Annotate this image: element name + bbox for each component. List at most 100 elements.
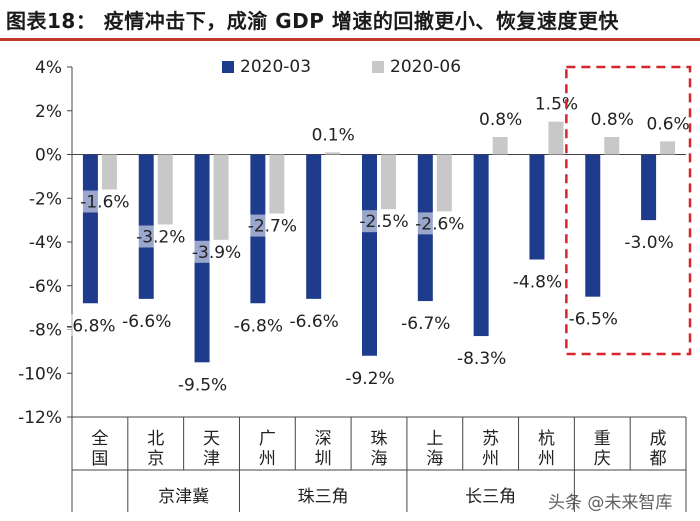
y-tick-label: -8% [29, 321, 62, 341]
category-label-9-0: 重 [594, 429, 611, 449]
data-label-2020-06-7-bg [478, 108, 524, 130]
data-label-2020-03-2: -9.5% [178, 375, 227, 395]
data-label-2020-03-3: -6.8% [234, 316, 283, 336]
data-label-2020-06-10-bg [645, 112, 691, 135]
data-label-2020-03-0-bg [63, 314, 119, 337]
data-label-2020-06-10: 0.6% [646, 114, 689, 134]
data-label-2020-06-2-bg [189, 240, 245, 263]
bar-2020-06-5 [381, 154, 396, 210]
bar-2020-03-4 [306, 154, 322, 299]
data-label-2020-06-0: -1.6% [80, 193, 129, 213]
data-label-2020-06-4-bg [310, 123, 356, 146]
data-label-2020-06-4: 0.1% [312, 125, 355, 145]
category-label-7-0: 苏 [482, 429, 499, 449]
y-tick-label: -2% [29, 189, 62, 209]
bar-2020-06-3 [269, 154, 285, 214]
bar-2020-06-4 [325, 152, 341, 155]
category-label-5-1: 海 [371, 449, 388, 469]
category-label-5-0: 珠 [371, 429, 388, 449]
data-label-2020-03-9: -6.5% [569, 310, 618, 330]
bar-2020-03-5 [362, 154, 377, 356]
bar-2020-06-8 [548, 121, 564, 155]
data-label-2020-03-4: -6.6% [290, 312, 339, 332]
data-label-2020-03-6-bg [398, 312, 454, 335]
data-label-2020-03-5-bg [342, 366, 398, 389]
category-label-4-1: 圳 [315, 449, 332, 469]
data-label-2020-06-9-bg [589, 108, 635, 130]
group-label-0: 京津冀 [158, 487, 209, 507]
data-label-2020-03-6: -6.7% [401, 314, 450, 334]
data-label-2020-03-9-bg [565, 307, 621, 330]
bar-2020-03-9 [585, 154, 601, 297]
page-title: 图表18： 疫情冲击下，成渝 GDP 增速的回撤更小、恢复速度更快 [6, 9, 619, 33]
data-label-2020-03-1: -6.6% [122, 312, 171, 332]
data-label-2020-03-7-bg [454, 347, 510, 370]
legend-swatch-2020-03 [222, 61, 234, 73]
category-label-3-1: 州 [259, 449, 276, 469]
data-label-2020-03-8: -4.8% [513, 273, 562, 293]
watermark-text: 头条 @未来智库 [548, 493, 673, 513]
data-label-2020-06-2: -3.9% [192, 243, 241, 263]
title-underline [0, 38, 700, 41]
data-label-2020-03-2-bg [175, 373, 231, 396]
data-label-2020-06-8: 1.5% [535, 95, 578, 115]
category-label-0-0: 全 [91, 429, 108, 449]
bar-2020-06-7 [492, 137, 508, 155]
data-label-2020-03-3-bg [230, 314, 286, 337]
category-label-6-0: 上 [426, 429, 443, 449]
category-label-9-1: 庆 [594, 449, 611, 469]
group-label-1: 珠三角 [298, 487, 349, 507]
highlight-box [565, 65, 692, 356]
bar-2020-03-7 [473, 154, 489, 337]
category-label-7-1: 州 [482, 449, 499, 469]
bar-2020-06-0 [101, 154, 117, 190]
data-label-2020-06-1: -3.2% [136, 228, 185, 248]
category-label-10-0: 成 [650, 429, 667, 449]
group-label-2: 长三角 [465, 487, 516, 507]
category-label-8-1: 州 [538, 449, 555, 469]
data-label-2020-03-0: -6.8% [66, 316, 115, 336]
category-label-10-1: 都 [650, 449, 667, 469]
data-label-2020-03-5: -9.2% [345, 369, 394, 389]
data-label-2020-06-9: 0.8% [591, 110, 634, 130]
data-label-2020-03-10: -3.0% [624, 233, 673, 253]
data-label-2020-06-3-bg [244, 214, 300, 237]
y-tick-label: 2% [35, 102, 62, 122]
data-label-2020-06-6: -2.6% [415, 214, 464, 234]
bar-2020-03-10 [641, 154, 657, 221]
data-label-2020-03-7: -8.3% [457, 349, 506, 369]
category-label-2-1: 津 [203, 449, 220, 469]
category-label-6-1: 海 [426, 449, 443, 469]
category-label-3-0: 广 [259, 429, 276, 449]
legend-label-2020-03: 2020-03 [240, 57, 311, 77]
y-tick-label: 4% [35, 58, 62, 78]
y-tick-label: -4% [29, 233, 62, 253]
y-tick-label: -10% [18, 364, 62, 384]
category-label-1-1: 京 [147, 449, 164, 469]
data-label-2020-06-0-bg [77, 190, 133, 213]
data-label-2020-06-1-bg [133, 225, 189, 248]
bar-2020-06-2 [213, 154, 229, 240]
legend-swatch-2020-06 [372, 61, 384, 73]
watermark: 头条 @未来智库 [548, 488, 672, 513]
bar-2020-03-8 [529, 154, 545, 260]
bar-2020-06-1 [157, 154, 173, 225]
y-tick-label: 0% [35, 146, 62, 166]
category-label-2-0: 天 [203, 429, 220, 449]
data-label-2020-06-7: 0.8% [479, 110, 522, 130]
y-tick-label: -12% [18, 408, 62, 428]
category-label-4-0: 深 [315, 429, 332, 449]
category-label-8-0: 杭 [538, 429, 555, 449]
data-label-2020-06-5: -2.5% [359, 212, 408, 232]
category-label-0-1: 国 [91, 449, 108, 469]
bar-2020-06-9 [604, 137, 620, 155]
data-label-2020-06-5-bg [356, 210, 412, 233]
bar-2020-03-0 [82, 154, 98, 304]
data-label-2020-03-1-bg [119, 309, 175, 332]
category-label-1-0: 北 [147, 429, 164, 449]
data-label-2020-06-3: -2.7% [248, 217, 297, 237]
data-label-2020-03-8-bg [509, 270, 565, 293]
data-label-2020-03-4-bg [286, 309, 342, 332]
legend-label-2020-06: 2020-06 [390, 57, 461, 77]
y-tick-label: -6% [29, 277, 62, 297]
